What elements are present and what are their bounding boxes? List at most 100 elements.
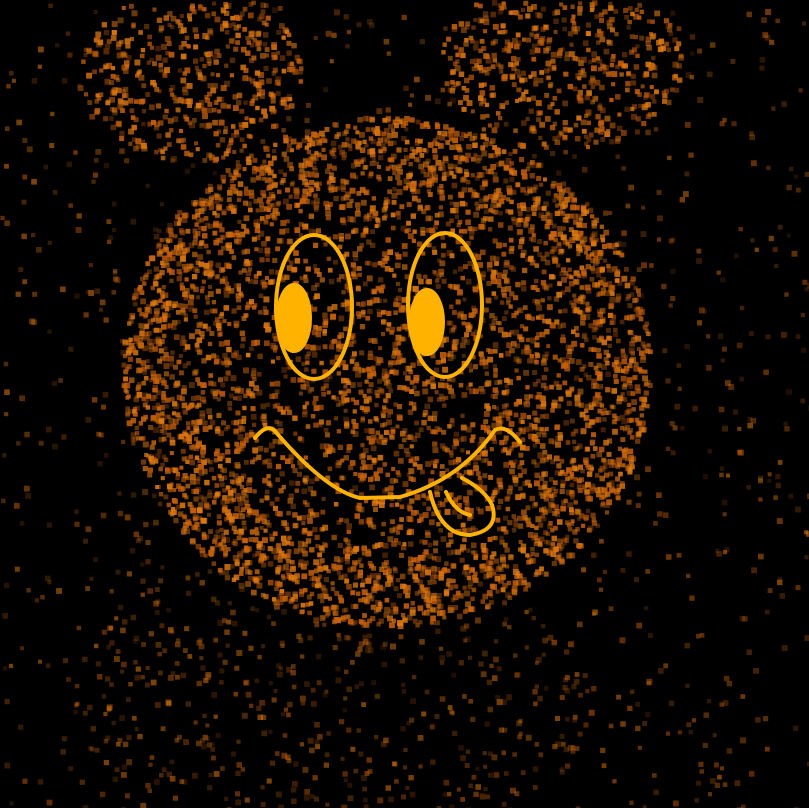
particle [384,607,390,613]
particle [112,201,117,207]
particle [235,791,241,797]
particle [508,237,514,243]
particle [552,136,558,141]
particle [501,403,507,409]
particle [577,10,583,16]
particle [540,26,546,32]
particle [435,159,442,166]
particle [405,489,412,495]
particle [274,402,281,409]
particle [271,697,277,703]
particle [453,431,459,438]
particle [270,381,275,387]
particle [377,387,383,392]
particle [617,112,622,117]
particle [321,496,326,501]
particle [286,32,292,38]
particle [519,428,526,435]
particle [440,252,446,258]
particle [163,146,168,151]
particle [518,540,523,544]
particle [434,713,440,719]
particle [219,97,225,103]
particle [498,160,505,167]
particle [237,425,243,430]
particle [249,193,255,199]
particle [338,598,344,604]
particle [285,537,291,543]
particle [411,477,416,482]
particle [392,170,397,175]
particle [533,34,539,40]
particle [177,210,183,215]
particle [344,553,350,560]
particle [187,501,193,507]
particle [432,148,438,154]
particle [465,180,471,185]
particle [400,225,407,232]
particle [635,438,641,444]
particle [441,172,447,177]
particle [254,247,259,252]
particle [169,374,175,380]
particle [514,791,520,797]
particle [277,594,282,599]
particle [339,475,345,481]
particle [633,13,639,20]
particle [182,89,189,96]
particle [192,516,198,522]
particle [170,256,176,261]
particle [324,752,330,758]
particle [272,7,278,13]
particle [302,550,308,557]
particle [141,121,146,127]
particle [584,337,589,343]
particle [169,362,174,367]
particle [520,445,525,451]
particle [350,566,357,572]
particle [564,187,571,194]
particle [478,95,484,101]
particle [251,55,257,61]
particle [169,629,175,634]
particle [346,584,352,590]
particle [543,686,549,691]
particle [11,78,16,83]
particle [337,444,344,450]
particle [543,201,549,207]
particle [204,222,210,228]
particle [520,7,525,12]
particle [430,376,435,381]
particle [464,133,469,138]
particle [194,141,199,146]
particle [187,654,193,659]
particle [327,267,333,273]
particle [182,473,188,479]
particle [221,155,226,160]
particle [442,42,447,47]
particle [158,670,163,676]
particle [176,638,181,643]
particle [468,606,474,612]
particle [434,425,440,432]
particle [370,139,376,145]
particle [577,621,583,628]
particle [233,473,239,479]
particle [411,195,418,202]
particle [340,615,346,621]
particle [614,278,620,283]
particle [207,28,213,34]
particle [191,9,197,15]
particle [295,356,302,362]
particle [304,789,310,795]
particle [407,503,412,508]
particle [463,470,469,475]
particle [520,492,526,498]
particle [155,103,162,109]
particle [319,360,324,366]
particle [240,64,246,71]
particle [381,661,388,668]
particle [540,6,546,12]
particle [355,143,361,149]
particle [264,275,269,280]
